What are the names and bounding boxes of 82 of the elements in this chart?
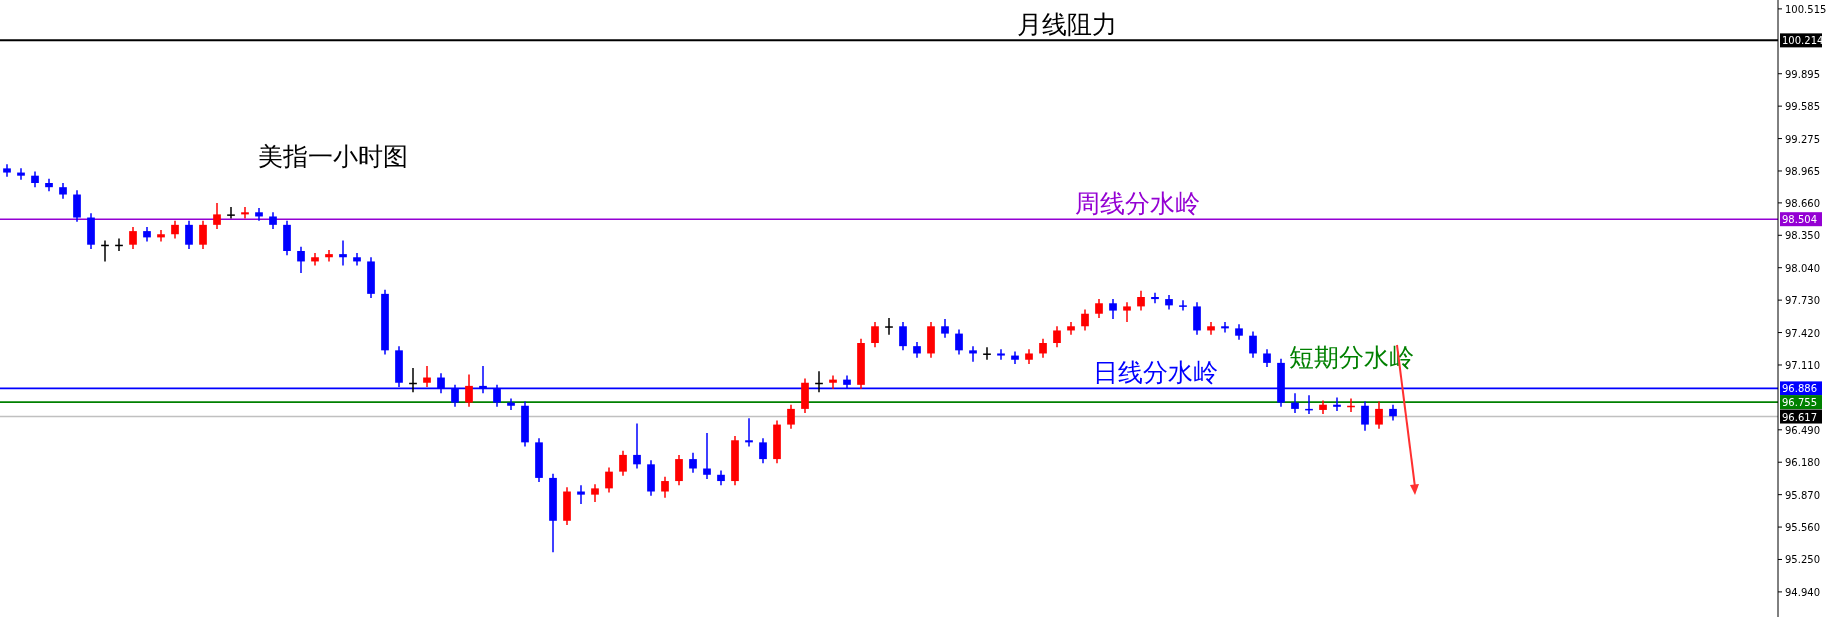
ref-line-label: 周线分水岭 xyxy=(1075,189,1201,219)
candlestick xyxy=(619,449,627,477)
candlestick xyxy=(213,202,221,230)
candlestick xyxy=(1011,350,1019,365)
candlestick xyxy=(675,454,683,486)
y-tick-label: 98.660 xyxy=(1785,197,1820,209)
candlestick xyxy=(1361,400,1369,432)
y-tick-label: 99.585 xyxy=(1785,101,1820,113)
candlestick xyxy=(661,476,669,499)
ref-line-label: 月线阻力 xyxy=(1016,10,1117,40)
candlestick xyxy=(689,452,697,474)
y-tick-label: 98.350 xyxy=(1785,230,1820,242)
candlestick xyxy=(241,206,249,220)
candlestick xyxy=(339,239,347,267)
y-tick-label: 96.180 xyxy=(1785,457,1820,469)
candlestick xyxy=(1291,392,1299,414)
candlestick xyxy=(941,318,949,339)
y-tick-label: 96.617 xyxy=(1782,411,1817,423)
text: 美指一小时图 xyxy=(257,142,408,171)
candlestick xyxy=(1151,292,1159,305)
candlestick xyxy=(1123,301,1131,323)
candlestick xyxy=(297,246,305,274)
candlestick xyxy=(969,345,977,363)
y-tick-label: 98.040 xyxy=(1785,262,1820,274)
y-tick-label: 96.490 xyxy=(1785,424,1820,436)
candlestick xyxy=(745,417,753,448)
y-tick-label: 100.515 xyxy=(1785,3,1826,15)
y-tick-label: 97.730 xyxy=(1785,295,1820,307)
candlestick xyxy=(899,321,907,352)
ref-line-label: 日线分水岭 xyxy=(1093,358,1219,388)
candlestick xyxy=(1333,396,1341,412)
candlestick xyxy=(1249,330,1257,359)
candlestick xyxy=(423,365,431,388)
candlestick xyxy=(759,437,767,465)
y-tick-label: 98.504 xyxy=(1782,214,1817,226)
y-tick-label: 97.420 xyxy=(1785,327,1820,339)
candlestick xyxy=(577,484,585,505)
candlestick xyxy=(703,432,711,480)
candlestick xyxy=(633,422,641,470)
candlestick xyxy=(1039,338,1047,359)
y-tick-label: 100.214 xyxy=(1782,35,1824,47)
candlestick xyxy=(199,219,207,250)
y-tick-label: 99.275 xyxy=(1785,133,1820,145)
candlestick xyxy=(311,252,319,267)
candlestick xyxy=(605,466,613,494)
candlestick xyxy=(885,317,893,336)
candlestick xyxy=(129,226,137,250)
candlestick xyxy=(325,249,333,263)
candlestick xyxy=(465,373,473,408)
candlestick xyxy=(1179,299,1187,312)
candlestick xyxy=(1081,308,1089,332)
candlestick xyxy=(1137,289,1145,312)
candlestick xyxy=(227,206,235,220)
candlestick xyxy=(157,229,165,243)
candlestick xyxy=(1207,321,1215,336)
candlestick xyxy=(17,167,25,181)
candlestick xyxy=(73,189,81,223)
candlestick xyxy=(353,252,361,267)
y-tick-label: 99.895 xyxy=(1785,68,1820,80)
candlestick xyxy=(829,374,837,390)
candlestick xyxy=(871,321,879,348)
candlestick xyxy=(507,397,515,411)
candlestick xyxy=(255,207,263,222)
candlestick xyxy=(983,346,991,361)
y-tick-label: 95.870 xyxy=(1785,489,1820,501)
candlestick xyxy=(185,219,193,250)
candlestick xyxy=(1375,400,1383,430)
y-tick-label: 97.110 xyxy=(1785,359,1820,371)
candlestick xyxy=(787,403,795,430)
candlestick xyxy=(1067,321,1075,336)
candlestick xyxy=(1221,321,1229,334)
y-tick-label: 95.250 xyxy=(1785,554,1820,566)
candlestick xyxy=(1095,298,1103,319)
y-tick-label: 94.940 xyxy=(1785,586,1820,598)
candlestick xyxy=(997,348,1005,361)
candlestick xyxy=(1109,298,1117,320)
y-tick-label: 96.886 xyxy=(1782,383,1817,395)
y-tick-label: 96.755 xyxy=(1782,397,1817,409)
y-tick-label: 95.560 xyxy=(1785,522,1820,534)
candlestick xyxy=(955,328,963,356)
y-tick-label: 98.965 xyxy=(1785,165,1820,177)
candlestick xyxy=(1053,325,1061,348)
